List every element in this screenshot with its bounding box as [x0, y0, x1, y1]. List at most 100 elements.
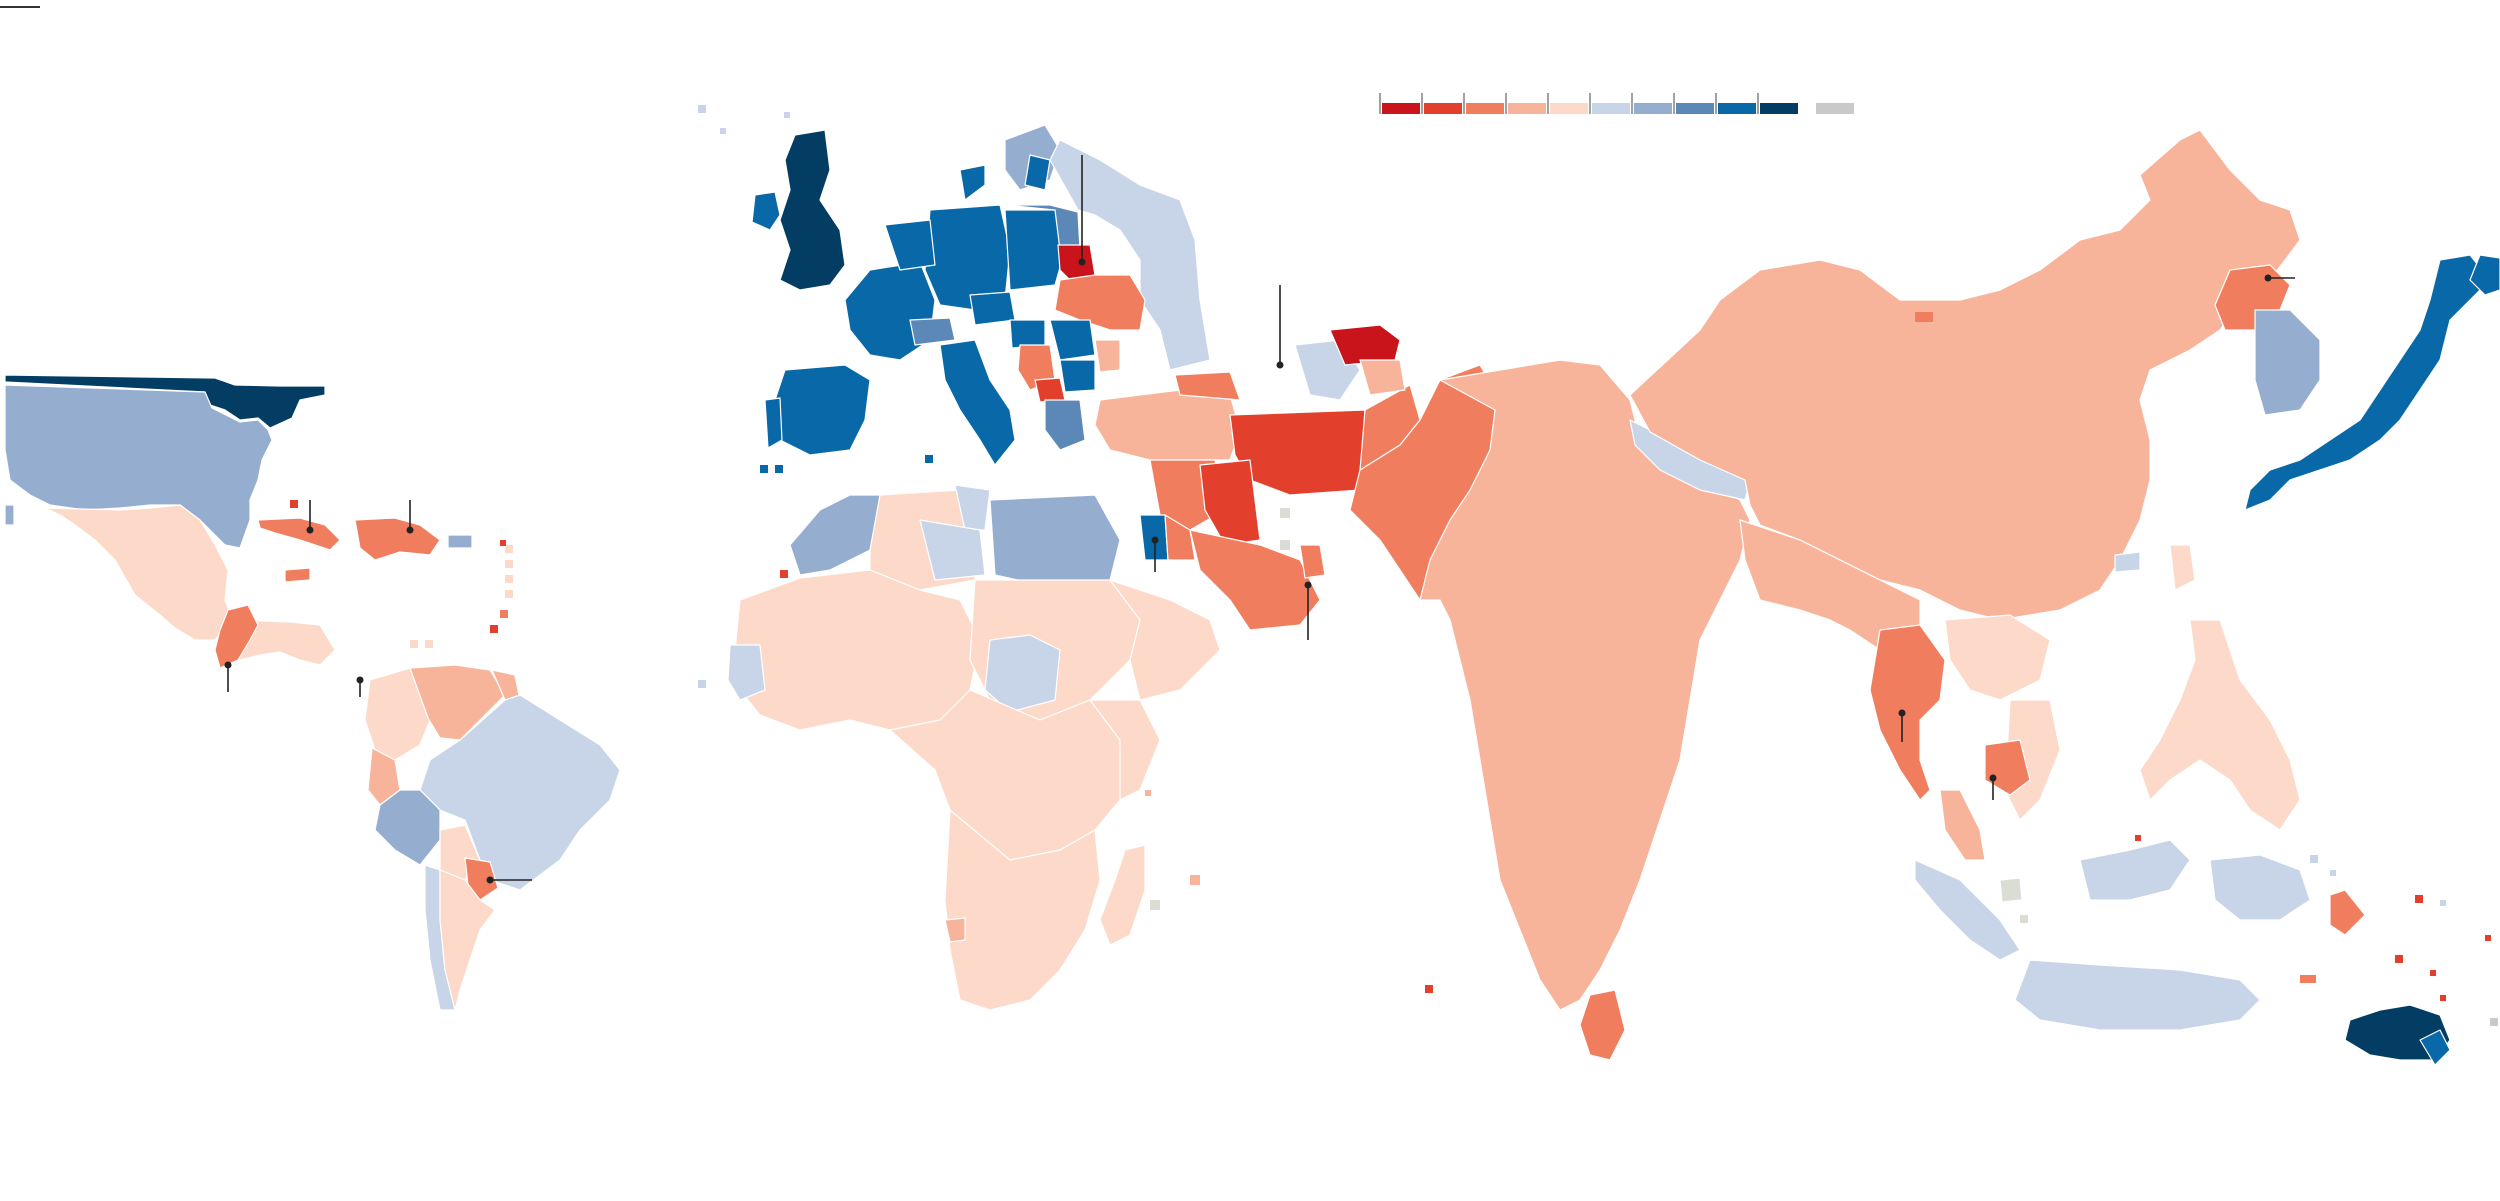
island-indian-ocean-2[interactable] [1150, 900, 1160, 910]
country-new-zealand[interactable] [2419, 1029, 2451, 1066]
country-caucasus[interactable] [1174, 371, 1241, 401]
country-timor-disputed[interactable] [1999, 877, 2023, 903]
island-caribbean-5[interactable] [500, 610, 508, 618]
island-pacific-10[interactable] [2020, 915, 2028, 923]
island-caribbean-7[interactable] [500, 540, 506, 546]
island-pacific-1[interactable] [2415, 895, 2423, 903]
island-pacific-12[interactable] [2330, 870, 2336, 876]
country-kazakh-red[interactable] [1329, 324, 1401, 366]
country-alaska-part[interactable] [4, 504, 15, 526]
country-egypt[interactable] [989, 494, 1121, 586]
country-norway-sweden[interactable] [959, 164, 986, 201]
island-caribbean-4[interactable] [505, 590, 513, 598]
country-philippines[interactable] [2139, 619, 2301, 831]
country-belarus[interactable] [1057, 244, 1096, 281]
island-pacific-11[interactable] [2310, 855, 2318, 863]
country-taiwan[interactable] [2169, 544, 2196, 591]
island-caribbean-1[interactable] [505, 545, 513, 553]
country-scandinavia-north[interactable] [1024, 154, 1051, 191]
country-russia-west[interactable] [1049, 139, 1211, 371]
country-indonesia-sumatra[interactable] [1914, 859, 2021, 961]
island-indian-ocean-3[interactable] [1425, 985, 1433, 993]
country-west-africa[interactable] [734, 569, 981, 731]
country-caucasus-red[interactable] [1359, 359, 1406, 396]
island-atlantic-3[interactable] [784, 112, 790, 118]
island-mediterranean-3[interactable] [775, 465, 783, 473]
country-south-sudan-blue[interactable] [984, 634, 1061, 713]
island-caribbean-3[interactable] [505, 575, 513, 583]
country-indonesia-borneo[interactable] [2079, 839, 2191, 901]
island-caribbean-9[interactable] [425, 640, 433, 648]
country-south-korea[interactable] [2254, 309, 2321, 416]
country-tunisia[interactable] [954, 484, 991, 531]
country-sri-lanka[interactable] [1579, 989, 1626, 1061]
country-angola-red[interactable] [944, 917, 966, 943]
country-venezuela[interactable] [409, 664, 506, 741]
country-switzerland-austria[interactable] [909, 317, 956, 346]
island-indian-ocean-4[interactable] [1145, 790, 1151, 796]
country-thailand-laos[interactable] [1944, 614, 2051, 701]
country-hispaniola[interactable] [354, 517, 441, 561]
country-czech-slovakia[interactable] [969, 291, 1016, 326]
country-guatemala[interactable] [214, 604, 259, 669]
island-mediterranean-2[interactable] [760, 465, 768, 473]
country-puerto-rico[interactable] [447, 534, 473, 549]
island-pacific-6[interactable] [2485, 935, 2491, 941]
country-ukraine[interactable] [1054, 274, 1146, 331]
country-spain[interactable] [774, 364, 871, 456]
country-greece[interactable] [1044, 399, 1086, 451]
country-uk[interactable] [779, 129, 846, 291]
country-romania[interactable] [1049, 319, 1096, 361]
island-korea-strait[interactable] [1915, 312, 1933, 322]
country-singapore-blue[interactable] [2114, 551, 2141, 573]
country-peru[interactable] [374, 789, 441, 866]
country-saudi-arabia[interactable] [1189, 529, 1321, 631]
country-indonesia-east[interactable] [2209, 854, 2311, 921]
island-indian-ocean-1[interactable] [1190, 875, 1200, 885]
country-hungary[interactable] [1009, 319, 1046, 349]
country-turkey[interactable] [1094, 389, 1241, 461]
country-new-zealand-north[interactable] [2469, 254, 2500, 296]
country-cuba[interactable] [257, 517, 341, 551]
country-bangladesh[interactable] [1869, 624, 1946, 801]
island-pacific-4[interactable] [2430, 970, 2436, 976]
island-mediterranean-1[interactable] [925, 455, 933, 463]
territory-disputed-2[interactable] [1280, 540, 1290, 550]
country-indonesia-java[interactable] [2014, 959, 2261, 1031]
country-ireland[interactable] [751, 191, 781, 231]
island-pacific-8[interactable] [2300, 975, 2316, 983]
island-pacific-2[interactable] [2440, 900, 2446, 906]
country-portugal[interactable] [764, 397, 783, 449]
island-caribbean-6[interactable] [490, 625, 498, 633]
country-moldova[interactable] [1094, 339, 1121, 373]
country-italy[interactable] [939, 339, 1016, 466]
island-atlantic-1[interactable] [698, 105, 706, 113]
island-pacific-3[interactable] [2395, 955, 2403, 963]
country-cambodia[interactable] [1984, 739, 2031, 796]
country-malaysia-penins[interactable] [1939, 789, 1986, 861]
country-jamaica[interactable] [284, 567, 311, 583]
island-west-africa[interactable] [780, 570, 788, 578]
country-argentina[interactable] [439, 869, 496, 1011]
country-mexico[interactable] [44, 504, 233, 641]
country-libya[interactable] [919, 519, 986, 581]
country-benelux[interactable] [884, 219, 936, 271]
country-usa[interactable] [4, 384, 273, 549]
country-horn-of-africa[interactable] [1109, 579, 1221, 701]
country-madagascar[interactable] [1099, 844, 1146, 946]
island-caribbean-2[interactable] [505, 560, 513, 568]
island-atlantic-4[interactable] [698, 680, 706, 688]
island-atlantic-2[interactable] [720, 128, 726, 134]
country-bulgaria[interactable] [1059, 359, 1096, 393]
country-balkans-red[interactable] [1034, 377, 1066, 403]
country-iraq-red[interactable] [1199, 459, 1261, 546]
country-papua-red[interactable] [2329, 889, 2366, 936]
country-southern-africa[interactable] [944, 809, 1101, 1011]
island-pacific-7[interactable] [2490, 1018, 2498, 1026]
country-france[interactable] [844, 261, 936, 361]
country-east-africa[interactable] [1089, 699, 1161, 801]
island-pacific-9[interactable] [2135, 835, 2141, 841]
country-paraguay[interactable] [464, 857, 499, 901]
island-bahamas[interactable] [290, 500, 298, 508]
country-jordan-area[interactable] [1164, 514, 1196, 561]
